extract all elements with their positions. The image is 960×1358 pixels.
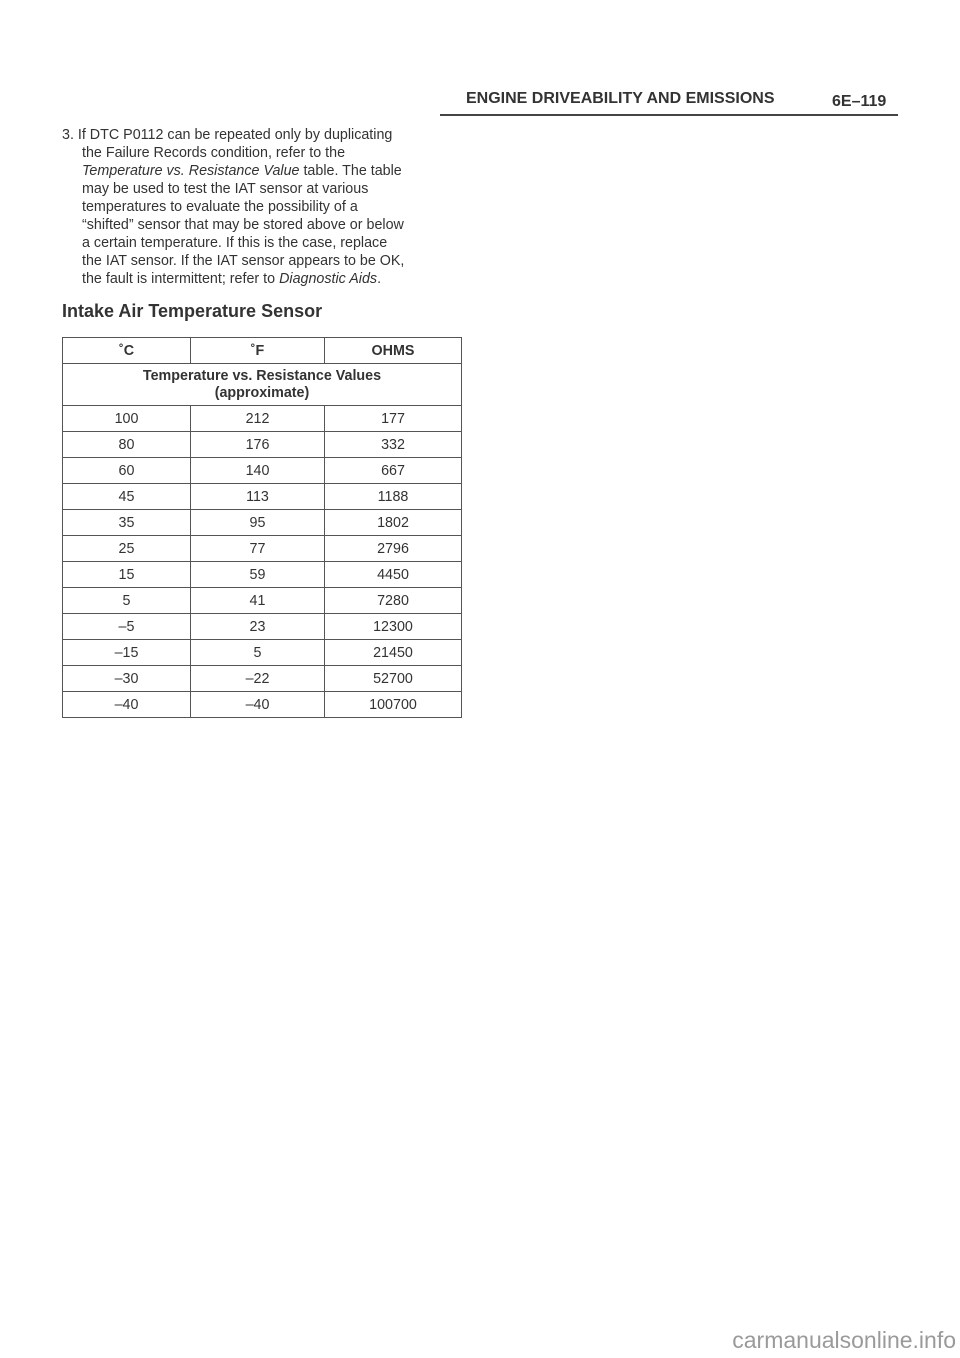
- fahrenheit-cell: 41: [190, 587, 325, 614]
- table-subtitle-row: Temperature vs. Resistance Values (approx…: [62, 363, 462, 406]
- para-line: the IAT sensor. If the IAT sensor appear…: [82, 253, 405, 269]
- ohms-cell: 7280: [324, 587, 462, 614]
- ohms-cell: 100700: [324, 691, 462, 718]
- celsius-cell: 60: [62, 457, 191, 484]
- celsius-cell: –5: [62, 613, 191, 640]
- para-line: temperatures to evaluate the possibility…: [82, 199, 358, 215]
- table-row: 100 212 177: [62, 405, 462, 432]
- para-line: 3. If DTC P0112 can be repeated only by …: [62, 127, 393, 143]
- fahrenheit-cell: 59: [190, 561, 325, 588]
- table-row: –40 –40 100700: [62, 691, 462, 718]
- celsius-cell: 80: [62, 431, 191, 458]
- fahrenheit-cell: 176: [190, 431, 325, 458]
- header-fahrenheit: ˚F: [190, 337, 325, 364]
- table-row: 80 176 332: [62, 431, 462, 458]
- table-row: 15 59 4450: [62, 561, 462, 588]
- ohms-cell: 21450: [324, 639, 462, 666]
- ohms-cell: 12300: [324, 613, 462, 640]
- ohms-cell: 4450: [324, 561, 462, 588]
- ohms-cell: 2796: [324, 535, 462, 562]
- para-line: may be used to test the IAT sensor at va…: [82, 181, 369, 197]
- table-row: 60 140 667: [62, 457, 462, 484]
- celsius-cell: 25: [62, 535, 191, 562]
- table-row: –5 23 12300: [62, 613, 462, 640]
- running-header-title: ENGINE DRIVEABILITY AND EMISSIONS: [466, 90, 775, 107]
- section-heading: Intake Air Temperature Sensor: [62, 301, 323, 321]
- celsius-cell: 45: [62, 483, 191, 510]
- celsius-cell: –30: [62, 665, 191, 692]
- celsius-cell: –40: [62, 691, 191, 718]
- table-subtitle: Temperature vs. Resistance Values (approx…: [62, 363, 462, 406]
- table-row: 35 95 1802: [62, 509, 462, 536]
- temperature-resistance-table: ˚C ˚F OHMS Temperature vs. Resistance Va…: [62, 337, 462, 718]
- fahrenheit-cell: 212: [190, 405, 325, 432]
- diagnostic-aids-reference: Diagnostic Aids: [279, 271, 378, 287]
- table-header-row: ˚C ˚F OHMS: [62, 337, 462, 364]
- celsius-cell: 15: [62, 561, 191, 588]
- subtitle-line: Temperature vs. Resistance Values: [142, 367, 382, 384]
- fahrenheit-cell: 113: [190, 483, 325, 510]
- step-3-paragraph: 3. If DTC P0112 can be repeated only by …: [62, 126, 462, 288]
- table-row: –30 –22 52700: [62, 665, 462, 692]
- subtitle-line: (approximate): [214, 384, 310, 401]
- table-reference: Temperature vs. Resistance Value: [82, 163, 300, 179]
- ohms-cell: 1802: [324, 509, 462, 536]
- celsius-cell: 100: [62, 405, 191, 432]
- fahrenheit-cell: 95: [190, 509, 325, 536]
- ohms-cell: 332: [324, 431, 462, 458]
- watermark: carmanualsonline.info: [732, 1327, 956, 1353]
- header-ohms: OHMS: [324, 337, 462, 364]
- para-line: the fault is intermittent; refer to Diag…: [62, 270, 462, 288]
- table-row: –15 5 21450: [62, 639, 462, 666]
- table-row: 45 113 1188: [62, 483, 462, 510]
- page-number: 6E–119: [832, 93, 887, 110]
- header-rule: [440, 114, 898, 116]
- para-text: table. The table: [299, 163, 402, 179]
- fahrenheit-cell: –22: [190, 665, 325, 692]
- table-row: 25 77 2796: [62, 535, 462, 562]
- para-text: the fault is intermittent; refer to: [82, 271, 280, 287]
- ohms-cell: 1188: [324, 483, 462, 510]
- fahrenheit-cell: 140: [190, 457, 325, 484]
- celsius-cell: –15: [62, 639, 191, 666]
- para-line: Temperature vs. Resistance Value table. …: [62, 162, 462, 180]
- para-text: .: [377, 271, 382, 287]
- ohms-cell: 177: [324, 405, 462, 432]
- fahrenheit-cell: 5: [190, 639, 325, 666]
- para-line: a certain temperature. If this is the ca…: [82, 235, 388, 251]
- fahrenheit-cell: 23: [190, 613, 325, 640]
- celsius-cell: 35: [62, 509, 191, 536]
- ohms-cell: 667: [324, 457, 462, 484]
- para-line: “shifted” sensor that may be stored abov…: [82, 217, 404, 233]
- header-celsius: ˚C: [62, 337, 191, 364]
- table-row: 5 41 7280: [62, 587, 462, 614]
- fahrenheit-cell: 77: [190, 535, 325, 562]
- celsius-cell: 5: [62, 587, 191, 614]
- ohms-cell: 52700: [324, 665, 462, 692]
- para-line: the Failure Records condition, refer to …: [82, 145, 346, 161]
- fahrenheit-cell: –40: [190, 691, 325, 718]
